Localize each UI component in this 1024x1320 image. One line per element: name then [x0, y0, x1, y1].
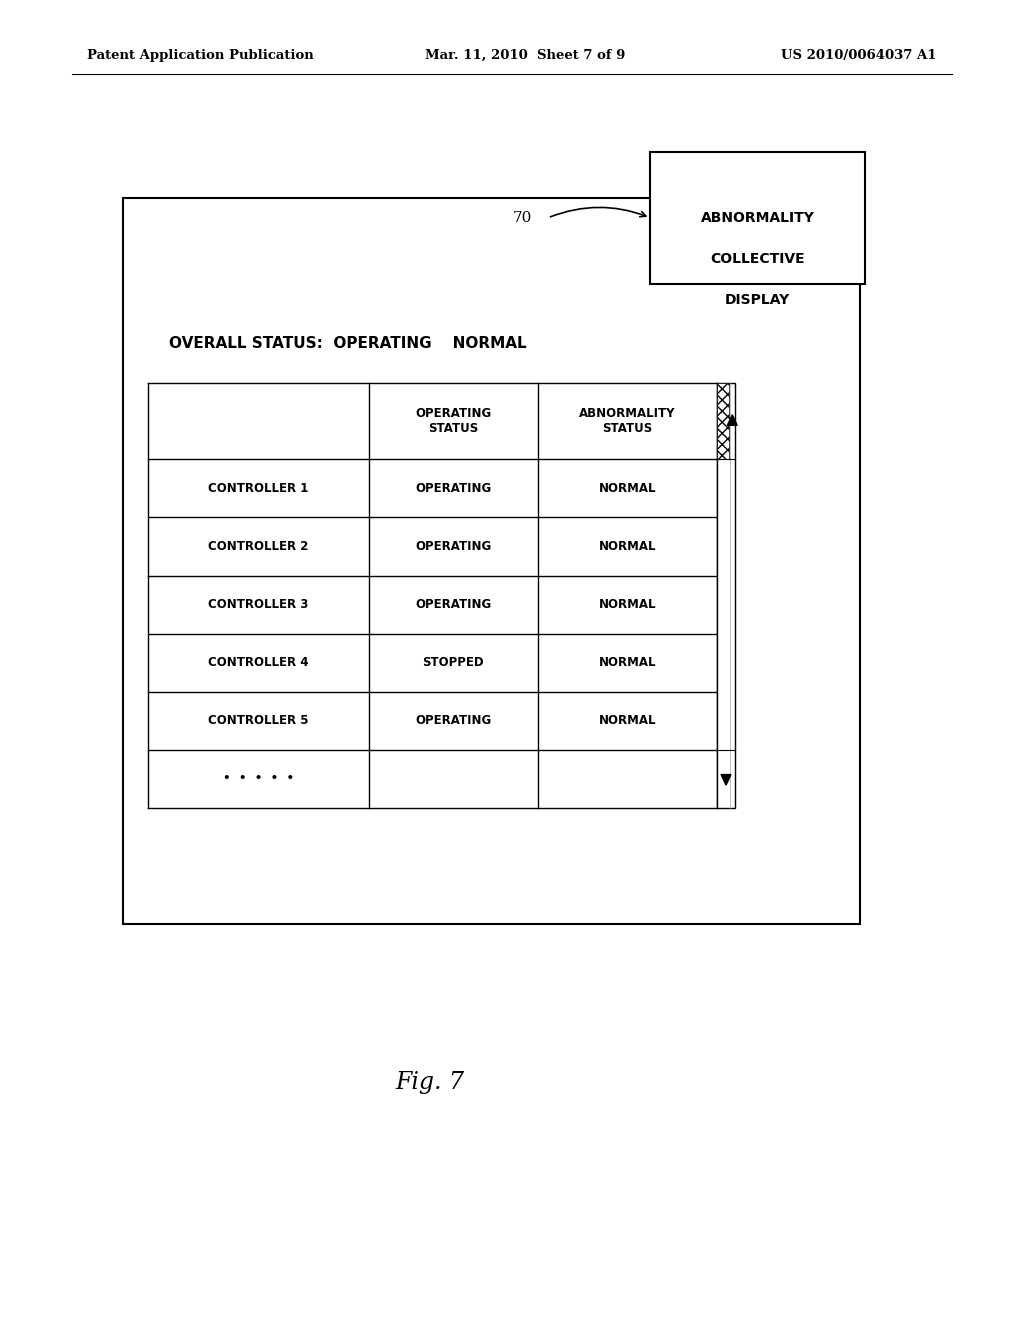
Text: OPERATING: OPERATING: [415, 540, 492, 553]
Text: ABNORMALITY: ABNORMALITY: [700, 211, 815, 224]
Text: OPERATING: OPERATING: [415, 482, 492, 495]
Text: OPERATING: OPERATING: [415, 598, 492, 611]
Text: DISPLAY: DISPLAY: [725, 293, 791, 306]
Text: US 2010/0064037 A1: US 2010/0064037 A1: [781, 49, 937, 62]
Text: STOPPED: STOPPED: [422, 656, 484, 669]
FancyBboxPatch shape: [650, 152, 865, 284]
Text: NORMAL: NORMAL: [598, 656, 656, 669]
Text: NORMAL: NORMAL: [598, 714, 656, 727]
Text: CONTROLLER 5: CONTROLLER 5: [208, 714, 309, 727]
Text: Mar. 11, 2010  Sheet 7 of 9: Mar. 11, 2010 Sheet 7 of 9: [425, 49, 626, 62]
Polygon shape: [727, 414, 737, 425]
Text: CONTROLLER 1: CONTROLLER 1: [208, 482, 309, 495]
Polygon shape: [721, 775, 731, 785]
Text: OPERATING: OPERATING: [415, 714, 492, 727]
FancyBboxPatch shape: [717, 383, 735, 808]
Text: COLLECTIVE: COLLECTIVE: [711, 252, 805, 265]
Text: OVERALL STATUS:  OPERATING    NORMAL: OVERALL STATUS: OPERATING NORMAL: [169, 335, 526, 351]
Text: NORMAL: NORMAL: [598, 540, 656, 553]
Text: •  •  •  •  •: • • • • •: [223, 772, 294, 785]
FancyBboxPatch shape: [717, 383, 729, 459]
Text: Fig. 7: Fig. 7: [395, 1071, 465, 1094]
Text: CONTROLLER 3: CONTROLLER 3: [208, 598, 309, 611]
Text: CONTROLLER 4: CONTROLLER 4: [208, 656, 309, 669]
Text: ABNORMALITY
STATUS: ABNORMALITY STATUS: [579, 407, 676, 436]
Text: 70: 70: [513, 211, 532, 224]
Text: OPERATING
STATUS: OPERATING STATUS: [415, 407, 492, 436]
FancyBboxPatch shape: [123, 198, 860, 924]
Text: Patent Application Publication: Patent Application Publication: [87, 49, 313, 62]
Text: NORMAL: NORMAL: [598, 598, 656, 611]
Text: CONTROLLER 2: CONTROLLER 2: [208, 540, 309, 553]
Text: NORMAL: NORMAL: [598, 482, 656, 495]
